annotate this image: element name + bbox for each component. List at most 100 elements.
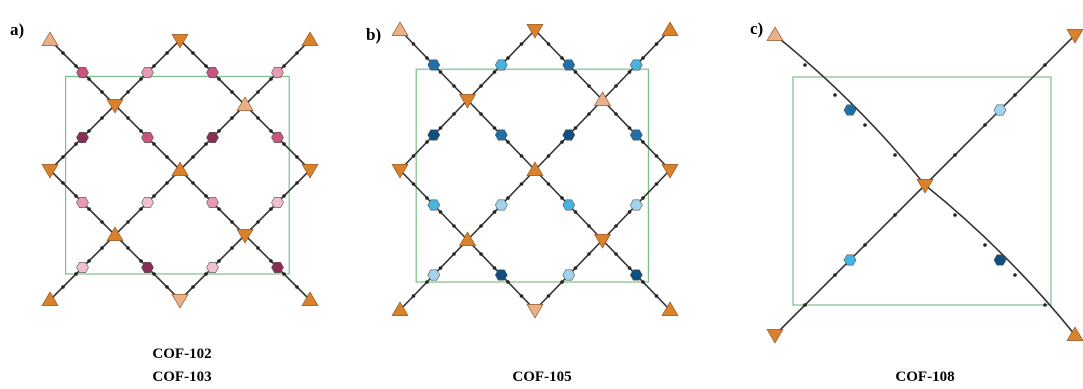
atom xyxy=(983,123,987,127)
atom xyxy=(493,266,497,270)
atom xyxy=(412,154,416,158)
atom xyxy=(614,252,618,256)
tetrahedron xyxy=(42,32,58,46)
ring xyxy=(428,270,440,280)
atom xyxy=(139,259,143,263)
caption: COF-103 xyxy=(152,369,211,385)
atom xyxy=(506,140,510,144)
atom xyxy=(439,126,443,130)
atom xyxy=(452,112,456,116)
atom xyxy=(628,266,632,270)
atom xyxy=(953,213,957,217)
atom xyxy=(61,181,65,185)
ring xyxy=(142,132,154,142)
tetrahedron xyxy=(172,294,188,308)
atom xyxy=(655,294,659,298)
atom xyxy=(893,213,897,217)
atom xyxy=(100,90,104,94)
panel-label: a) xyxy=(10,20,24,39)
atom xyxy=(165,51,169,55)
ring xyxy=(563,130,575,140)
atom xyxy=(256,90,260,94)
atom xyxy=(628,70,632,74)
ring xyxy=(630,60,642,70)
atom xyxy=(191,51,195,55)
atom xyxy=(655,42,659,46)
atom xyxy=(139,207,143,211)
ring xyxy=(207,67,219,77)
atom xyxy=(953,153,957,157)
atom xyxy=(1013,93,1017,97)
atom xyxy=(126,220,130,224)
atom xyxy=(641,280,645,284)
atom xyxy=(74,142,78,146)
atom xyxy=(152,272,156,276)
atom xyxy=(139,129,143,133)
atom xyxy=(165,181,169,185)
ring xyxy=(630,130,642,140)
atom xyxy=(452,252,456,256)
tetrahedron xyxy=(527,304,543,318)
atom xyxy=(833,93,837,97)
atom xyxy=(560,56,564,60)
atom xyxy=(256,220,260,224)
atom xyxy=(425,140,429,144)
atom xyxy=(217,129,221,133)
atom xyxy=(547,154,551,158)
atom xyxy=(1013,273,1017,277)
atom xyxy=(520,294,524,298)
atom xyxy=(833,273,837,277)
ring xyxy=(428,200,440,210)
atom xyxy=(439,210,443,214)
atom xyxy=(230,246,234,250)
atom xyxy=(256,246,260,250)
tetrahedron xyxy=(662,22,678,36)
atom xyxy=(87,129,91,133)
atom xyxy=(574,70,578,74)
ring xyxy=(207,197,219,207)
atom xyxy=(74,272,78,276)
atom xyxy=(506,196,510,200)
structures xyxy=(42,22,1083,343)
panel-label: c) xyxy=(750,19,763,38)
atom xyxy=(803,63,807,67)
atom xyxy=(479,252,483,256)
atom xyxy=(269,129,273,133)
ring xyxy=(272,67,284,77)
atom xyxy=(641,196,645,200)
atom xyxy=(641,140,645,144)
ring xyxy=(272,197,284,207)
atom xyxy=(87,259,91,263)
ring xyxy=(563,200,575,210)
atom xyxy=(803,303,807,307)
atom xyxy=(493,126,497,130)
ring xyxy=(272,132,284,142)
atom xyxy=(452,224,456,228)
ring xyxy=(563,60,575,70)
atom xyxy=(412,182,416,186)
caption: COF-105 xyxy=(512,369,571,385)
atom xyxy=(230,220,234,224)
atom xyxy=(506,56,510,60)
atom xyxy=(560,140,564,144)
tetrahedron xyxy=(392,22,408,36)
atom xyxy=(217,259,221,263)
atom xyxy=(295,285,299,289)
atom xyxy=(479,112,483,116)
ring xyxy=(630,200,642,210)
ring xyxy=(495,270,507,280)
atom xyxy=(493,70,497,74)
atom xyxy=(61,285,65,289)
tetrahedron xyxy=(302,32,318,46)
ring xyxy=(495,60,507,70)
ring xyxy=(207,132,219,142)
atom xyxy=(191,285,195,289)
ring xyxy=(428,60,440,70)
atom xyxy=(282,194,286,198)
atom xyxy=(74,64,78,68)
atom xyxy=(479,224,483,228)
ring xyxy=(77,67,89,77)
ring xyxy=(563,270,575,280)
atom xyxy=(217,77,221,81)
atom xyxy=(506,280,510,284)
